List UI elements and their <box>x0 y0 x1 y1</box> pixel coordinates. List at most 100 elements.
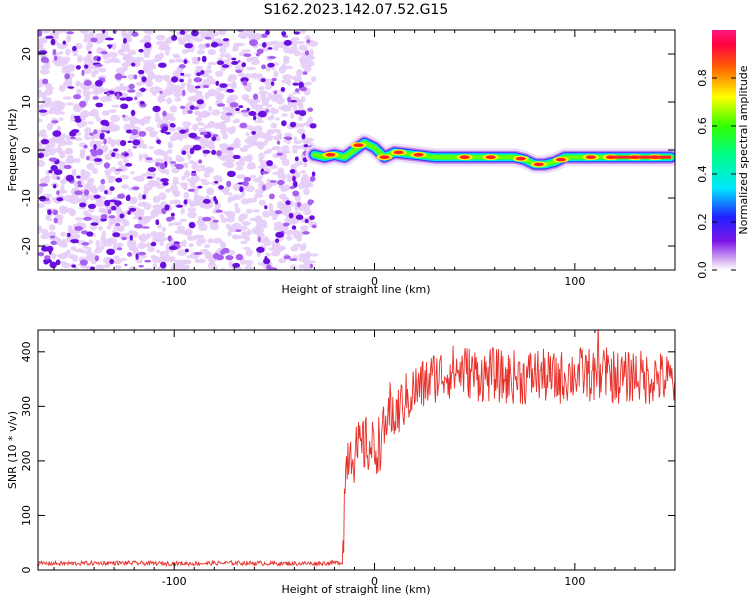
noise-speckle-light <box>98 145 104 150</box>
noise-speckle-dark <box>100 51 108 55</box>
noise-speckle-dark <box>210 41 219 48</box>
snr-y-tick-labels: 0 100 200 300 400 <box>20 341 33 573</box>
noise-speckle-dark <box>302 231 310 235</box>
noise-speckle-dark <box>195 85 201 89</box>
noise-speckle-light <box>238 225 248 231</box>
noise-speckle-light <box>86 180 93 187</box>
noise-speckle-dark <box>306 39 311 44</box>
noise-speckle-light <box>227 77 233 83</box>
noise-speckle-light <box>51 137 62 143</box>
noise-speckle-light <box>293 229 299 235</box>
noise-speckle-light <box>270 40 280 46</box>
noise-speckle-light <box>286 235 293 241</box>
noise-speckle-light <box>309 253 319 257</box>
noise-speckle-dark <box>146 176 153 179</box>
noise-speckle-light <box>169 105 178 113</box>
noise-speckle-light <box>135 175 145 182</box>
noise-speckle-dark <box>109 186 115 192</box>
noise-speckle-light <box>246 208 253 214</box>
noise-speckle-light <box>187 235 197 241</box>
noise-speckle-light <box>155 34 166 41</box>
ridge-hot-segment <box>610 155 671 159</box>
noise-speckle-light <box>107 224 112 230</box>
noise-speckle-light <box>271 146 282 151</box>
noise-speckle-light <box>226 96 232 105</box>
noise-speckle-light <box>95 239 101 247</box>
noise-speckle-light <box>281 113 288 117</box>
noise-speckle-light <box>143 267 152 270</box>
noise-speckle-dark <box>142 194 147 200</box>
noise-speckle-light <box>86 42 94 48</box>
noise-speckle-light <box>79 173 89 181</box>
noise-speckle-dark <box>253 93 259 100</box>
noise-speckle-light <box>175 58 185 63</box>
noise-speckle-light <box>302 173 307 180</box>
noise-speckle-dark <box>183 59 188 64</box>
noise-speckle-dark <box>138 251 146 256</box>
noise-speckle-light <box>300 96 306 103</box>
noise-speckle-dark <box>84 64 89 69</box>
noise-speckle-dark <box>262 42 267 48</box>
noise-speckle-light <box>181 73 192 78</box>
noise-speckle-light <box>159 52 165 59</box>
noise-speckle-dark <box>79 202 87 208</box>
noise-speckle-light <box>272 128 282 133</box>
noise-speckle-light <box>189 200 196 207</box>
noise-speckle-dark <box>189 147 195 155</box>
spectrogram-x-label: Height of straight line (km) <box>281 283 430 296</box>
noise-speckle-dark <box>211 136 217 141</box>
noise-speckle-dark <box>271 77 277 82</box>
snr-x-tick-label: 100 <box>564 575 585 588</box>
noise-speckle-light <box>199 65 203 71</box>
spectrogram-ridge <box>305 133 675 174</box>
noise-speckle-light <box>128 266 138 270</box>
noise-speckle-dark <box>120 140 127 147</box>
noise-speckle-light <box>238 267 243 270</box>
noise-speckle-light <box>108 58 118 62</box>
noise-speckle-light <box>289 264 298 269</box>
noise-speckle-light <box>274 117 280 121</box>
noise-speckle-light <box>298 44 308 51</box>
noise-speckle-dark <box>243 53 252 57</box>
noise-speckle-light <box>139 118 145 127</box>
noise-speckle-light <box>268 182 278 186</box>
noise-speckle-dark <box>137 224 143 229</box>
noise-speckle-light <box>248 56 259 62</box>
noise-speckle-light <box>219 143 229 149</box>
noise-speckle-light <box>206 75 213 80</box>
noise-speckle-dark <box>147 167 157 172</box>
noise-speckle-dark <box>178 64 186 69</box>
noise-speckle-dark <box>75 65 81 70</box>
noise-speckle-dark <box>83 144 88 149</box>
noise-speckle-light <box>88 253 97 257</box>
noise-speckle-light <box>278 258 287 264</box>
noise-speckle-light <box>67 225 73 233</box>
noise-speckle-light <box>228 260 234 269</box>
noise-speckle-light <box>115 207 122 215</box>
noise-speckle-dark <box>225 255 234 261</box>
noise-speckle-light <box>76 88 82 95</box>
noise-speckle-dark <box>283 255 291 260</box>
chart-title: S162.2023.142.07.52.G15 <box>264 2 449 18</box>
noise-speckle-light <box>125 220 130 227</box>
noise-speckle-dark <box>183 199 188 205</box>
noise-speckle-light <box>107 51 118 58</box>
noise-speckle-light <box>289 200 294 207</box>
colorbar-tick-label: 0.0 <box>696 261 709 279</box>
ridge-hotspot-red <box>485 155 496 159</box>
noise-speckle-light <box>214 70 224 77</box>
noise-speckle-dark <box>55 259 61 266</box>
noise-speckle-dark <box>106 248 115 255</box>
noise-speckle-dark <box>283 39 292 46</box>
noise-speckle-dark <box>217 103 226 107</box>
noise-speckle-dark <box>110 205 117 211</box>
noise-speckle-dark <box>38 30 43 37</box>
colorbar-label: Normalized spectral amplitude <box>737 65 750 234</box>
noise-speckle-dark <box>40 138 50 145</box>
noise-speckle-dark <box>90 37 98 43</box>
noise-speckle-light <box>94 111 99 120</box>
noise-speckle-dark <box>115 177 123 183</box>
noise-speckle-light <box>209 144 216 151</box>
noise-speckle-dark <box>140 87 146 93</box>
noise-speckle-light <box>101 264 111 268</box>
